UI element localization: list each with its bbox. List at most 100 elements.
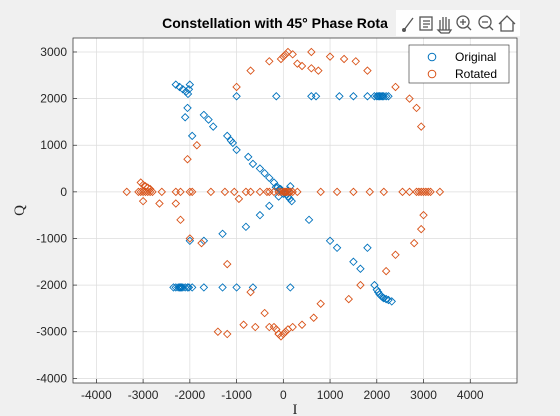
original-point: [184, 283, 194, 292]
rotated-point: [332, 187, 342, 197]
brush-icon[interactable]: [402, 17, 414, 32]
rotated-point: [155, 199, 164, 208]
rotated-point: [157, 187, 167, 197]
rotated-point: [255, 187, 265, 197]
pan-hand-icon[interactable]: [436, 17, 453, 34]
original-point: [180, 283, 190, 292]
rotated-point: [419, 210, 428, 220]
rotated-point: [213, 327, 223, 336]
rotated-point: [145, 184, 155, 194]
rotated-point: [138, 196, 148, 206]
axes-toolbar: [396, 10, 520, 36]
rotated-point: [234, 194, 244, 204]
rotated-point: [349, 187, 358, 197]
x-tick-label: 3000: [410, 388, 437, 402]
rotated-point: [222, 259, 232, 269]
home-restore-view-icon[interactable]: [498, 15, 516, 32]
original-point: [260, 168, 269, 178]
original-point: [222, 131, 232, 141]
rotated-point: [365, 187, 375, 197]
rotated-point: [309, 313, 318, 322]
rotated-point: [171, 199, 181, 208]
rotated-point: [260, 308, 269, 318]
rotated-point: [325, 52, 335, 61]
original-point: [178, 85, 188, 94]
rotated-point: [409, 238, 419, 248]
rotated-point: [316, 299, 325, 308]
rotated-point: [293, 187, 302, 197]
original-point: [248, 159, 258, 169]
y-tick-label: -3000: [36, 325, 67, 339]
rotated-point: [138, 180, 148, 190]
original-point: [183, 103, 192, 113]
rotated-point: [381, 266, 391, 276]
plot-area: [73, 38, 517, 383]
original-point: [218, 283, 227, 292]
rotated-point: [416, 224, 426, 234]
rotated-point: [412, 103, 421, 113]
rotated-point: [283, 47, 293, 57]
rotated-point: [246, 187, 255, 197]
original-point: [255, 210, 265, 220]
original-point: [363, 92, 372, 101]
zoom-out-icon[interactable]: [478, 15, 494, 31]
rotated-point: [262, 187, 272, 197]
rotated-point: [265, 57, 274, 66]
rotated-point: [398, 187, 407, 197]
rotated-point: [176, 215, 185, 225]
rotated-point: [279, 329, 288, 339]
rotated-point: [265, 322, 274, 332]
data-tips-icon[interactable]: [419, 16, 433, 31]
original-point: [384, 92, 393, 101]
rotated-point: [307, 64, 316, 73]
original-point: [244, 152, 253, 162]
rotated-point: [435, 187, 445, 197]
original-point: [171, 80, 181, 89]
original-point: [265, 173, 274, 183]
rotated-point: [187, 187, 197, 197]
rotated-point: [246, 287, 255, 297]
legend-label-rotated: Rotated: [455, 67, 497, 81]
rotated-point: [288, 322, 297, 332]
rotated-point: [351, 57, 360, 66]
original-point: [187, 283, 197, 292]
original-point: [199, 110, 209, 120]
rotated-point: [426, 187, 435, 197]
chart-title: Constellation with 45° Phase Rota: [162, 15, 388, 31]
original-point: [228, 138, 238, 148]
legend-marker-rotated: [427, 69, 437, 79]
y-tick-label: -2000: [36, 278, 67, 292]
rotated-point: [288, 50, 297, 59]
original-point: [204, 115, 213, 124]
rotated-point: [192, 140, 202, 150]
rotated-point: [220, 187, 230, 197]
x-tick-label: -4000: [81, 388, 112, 402]
rotated-point: [423, 187, 433, 197]
rotated-point: [206, 187, 216, 197]
original-point: [184, 85, 194, 94]
original-point: [232, 145, 241, 155]
zoom-in-icon[interactable]: [456, 15, 472, 31]
rotated-point: [297, 320, 307, 329]
rotated-point: [405, 187, 414, 197]
axes-box: [72, 37, 518, 384]
rotated-point: [185, 187, 195, 197]
data-points: [122, 47, 445, 341]
original-point: [332, 243, 342, 253]
rotated-point: [141, 182, 150, 191]
original-point: [287, 196, 296, 206]
original-point: [349, 257, 358, 267]
original-point: [378, 92, 387, 101]
rotated-point: [286, 187, 295, 197]
rotated-point: [276, 332, 286, 341]
original-point: [286, 283, 295, 292]
x-axis-label: I: [293, 402, 298, 416]
rotated-point: [339, 54, 349, 64]
original-point: [183, 89, 193, 99]
original-point: [349, 92, 358, 101]
original-point: [255, 164, 265, 173]
rotated-point: [363, 66, 372, 75]
original-point: [199, 283, 209, 292]
original-point: [185, 80, 195, 89]
